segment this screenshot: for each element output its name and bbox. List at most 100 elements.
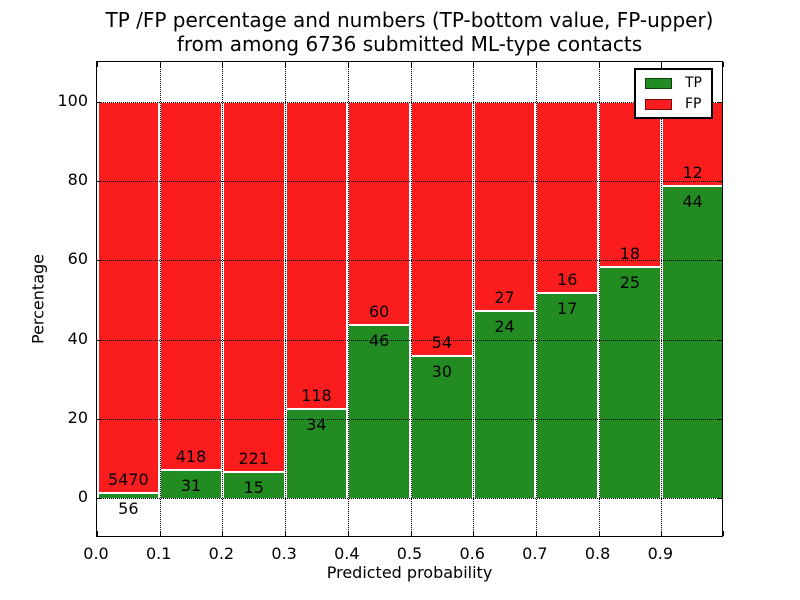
x-tick-mark (473, 62, 475, 67)
stacked-bar (286, 102, 347, 499)
bar-segment-fp (600, 102, 660, 266)
gridline-vertical (285, 62, 287, 536)
bar-segment-fp (412, 102, 472, 355)
gridline-vertical (347, 62, 349, 536)
y-tick-mark (717, 419, 722, 420)
y-tick-mark (97, 498, 102, 500)
y-tick-mark (717, 181, 722, 182)
x-tick-mark (347, 62, 349, 67)
bar-segment-fp (286, 102, 347, 408)
y-tick-mark (97, 260, 102, 262)
legend-label-fp: FP (685, 96, 702, 112)
bar-segment-fp (98, 102, 159, 493)
gridline-horizontal (97, 181, 722, 182)
stacked-bar (412, 102, 472, 499)
tp-count-label: 15 (243, 478, 264, 498)
x-tick-mark (285, 62, 287, 67)
gridline-vertical (473, 62, 475, 536)
fp-count-label: 27 (494, 287, 515, 307)
gridline-vertical (661, 62, 663, 536)
fp-count-label: 418 (175, 446, 207, 466)
tp-count-label: 34 (306, 414, 327, 434)
x-tick-mark (222, 62, 224, 67)
x-tick-label: 0.6 (459, 544, 485, 563)
x-tick-mark (723, 531, 724, 536)
tp-count-label: 46 (368, 331, 390, 351)
bar-segment-fp (349, 102, 409, 325)
tp-swatch-icon (645, 77, 672, 89)
x-tick-mark (222, 531, 224, 536)
x-tick-label: 0.0 (83, 544, 109, 563)
bar-segment-fp (161, 102, 221, 469)
stacked-bar (98, 102, 159, 499)
bar-segment-tp (223, 473, 284, 499)
fp-count-label: 16 (557, 269, 578, 289)
tp-count-label: 30 (431, 361, 453, 381)
x-tick-mark (347, 531, 349, 536)
gridline-horizontal (97, 260, 722, 262)
x-tick-label: 0.2 (208, 544, 235, 563)
gridline-horizontal (97, 101, 722, 103)
y-tick-mark (97, 181, 102, 182)
y-tick-label: 0 (77, 487, 88, 507)
chart-title: TP /FP percentage and numbers (TP-bottom… (96, 8, 723, 56)
fp-count-label: 5470 (107, 470, 149, 490)
bar-segment-tp (662, 186, 723, 499)
x-tick-label: 0.1 (145, 544, 172, 563)
gridline-horizontal (97, 339, 722, 341)
stacked-bar (349, 102, 409, 499)
y-tick-mark (97, 339, 102, 341)
bar-segment-tp (161, 470, 221, 499)
stacked-bar (662, 102, 723, 499)
y-tick-mark (717, 339, 722, 341)
gridline-vertical (535, 62, 537, 536)
y-tick-label: 60 (67, 249, 88, 269)
chart-title-line2: from among 6736 submitted ML-type contac… (176, 32, 643, 56)
gridline-vertical (222, 62, 224, 536)
y-tick-mark (717, 498, 722, 500)
gridline-vertical (159, 62, 161, 536)
fp-count-label: 221 (238, 449, 269, 469)
legend-item-fp: FP (645, 97, 702, 111)
y-tick-mark (717, 260, 722, 262)
x-tick-mark (410, 62, 412, 67)
x-tick-mark (535, 62, 537, 67)
y-tick-mark (97, 101, 102, 103)
plot-area: TP FP 5470 56 418 31 221 15 118 34 60 46 54 30 27 24 1… (96, 61, 724, 537)
fp-count-label: 54 (431, 332, 453, 352)
y-tick-label: 40 (67, 328, 88, 348)
bar-segment-tp (412, 356, 472, 499)
tp-count-label: 31 (180, 475, 202, 495)
x-tick-label: 0.7 (522, 544, 548, 563)
gridline-vertical (598, 62, 600, 536)
tp-count-label: 56 (118, 499, 139, 519)
legend-item-tp: TP (645, 76, 702, 90)
bar-segment-fp (537, 102, 598, 292)
bar-segment-tp (600, 267, 660, 499)
fp-count-label: 60 (368, 302, 390, 322)
x-tick-mark (97, 531, 98, 536)
x-tick-mark (285, 531, 287, 536)
fp-swatch-icon (645, 98, 672, 110)
y-tick-mark (97, 419, 102, 420)
legend: TP FP (634, 68, 713, 119)
tp-count-label: 17 (557, 298, 578, 318)
gridline-horizontal (97, 498, 722, 500)
y-tick-label: 80 (67, 170, 88, 189)
x-tick-label: 0.8 (584, 544, 611, 563)
bar-segment-fp (223, 102, 284, 472)
fp-count-label: 18 (619, 243, 641, 263)
tp-count-label: 25 (619, 272, 641, 292)
tp-count-label: 44 (682, 191, 703, 211)
x-tick-mark (598, 62, 600, 67)
x-tick-mark (97, 62, 98, 67)
y-tick-label: 20 (67, 408, 88, 427)
x-tick-mark (159, 531, 161, 536)
stacked-bar (161, 102, 221, 499)
x-tick-mark (598, 531, 600, 536)
stacked-bar (223, 102, 284, 499)
legend-label-tp: TP (685, 75, 702, 91)
gridline-vertical (410, 62, 412, 536)
bar-segment-tp (98, 494, 159, 499)
